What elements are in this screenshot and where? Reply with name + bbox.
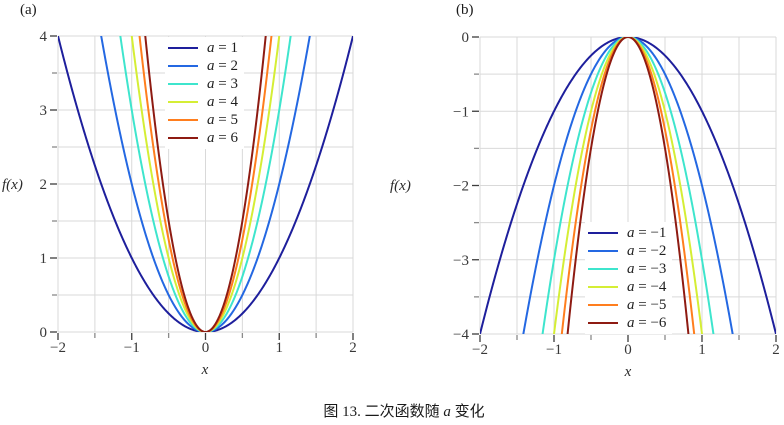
y-tick-label: 4 [40, 29, 48, 45]
legend-item: a = 6 [168, 129, 238, 147]
legend-item: a = −2 [588, 242, 666, 260]
legend-swatch [588, 303, 618, 307]
legend-b: a = −1 a = −2 a = −3 a = −4 a = −5 a = −6 [585, 222, 673, 334]
legend-label: a = −4 [627, 279, 667, 295]
legend-swatch [588, 285, 618, 289]
legend-swatch [168, 64, 198, 68]
caption-text-post: 变化 [450, 404, 485, 420]
legend-label: a = −6 [627, 315, 667, 331]
x-axis-title-a: x [201, 362, 209, 378]
axis-ticks [472, 36, 777, 342]
legend-label: a = 5 [207, 112, 238, 128]
y-tick-label: −1 [453, 104, 469, 120]
x-tick-label: −1 [546, 342, 562, 358]
x-tick-label: −2 [472, 342, 488, 358]
series-group [58, 36, 353, 332]
y-tick-label: −2 [453, 179, 469, 195]
legend-item: a = 2 [168, 57, 238, 75]
legend-item: a = −3 [588, 260, 666, 278]
y-tick-label: 0 [40, 325, 48, 341]
x-tick-label: 1 [698, 342, 706, 358]
series-line-a=−2 [522, 37, 734, 334]
legend-item: a = −1 [588, 224, 666, 242]
x-tick-label: −1 [124, 340, 140, 356]
x-tick-label: 0 [624, 342, 632, 358]
series-group [480, 37, 776, 334]
legend-swatch [588, 321, 618, 325]
legend-swatch [588, 249, 618, 253]
tick-labels: −2 −1 0 1 2 0 −1 −2 −3 −4 [453, 30, 780, 358]
y-tick-label: 3 [40, 103, 48, 119]
x-tick-label: 0 [202, 340, 210, 356]
x-axis-title-b: x [624, 364, 632, 380]
x-tick-label: 2 [772, 342, 780, 358]
legend-swatch [168, 100, 198, 104]
legend-swatch [588, 231, 618, 235]
legend-label: a = 3 [207, 76, 238, 92]
series-line-a=−1 [480, 37, 776, 334]
legend-a: a = 1 a = 2 a = 3 a = 4 a = 5 a = 6 [165, 37, 244, 149]
legend-item: a = 1 [168, 39, 238, 57]
panel-label-a: (a) [20, 2, 37, 18]
caption-text-pre: 图 13. 二次函数随 [323, 404, 444, 420]
legend-item: a = −4 [588, 278, 666, 296]
legend-item: a = −5 [588, 296, 666, 314]
series-line-a=1 [58, 36, 353, 332]
x-tick-label: −2 [50, 340, 66, 356]
x-tick-label: 1 [276, 340, 284, 356]
legend-label: a = −3 [627, 261, 667, 277]
chart-b-plot-area: −2 −1 0 1 2 0 −1 −2 −3 −4 [453, 30, 780, 358]
tick-labels: −2 −1 0 1 2 0 1 2 3 4 [40, 29, 357, 356]
legend-label: a = −2 [627, 243, 667, 259]
legend-swatch [168, 82, 198, 86]
legend-swatch [168, 136, 198, 140]
y-axis-title-a: f(x) [2, 177, 23, 193]
axis-ticks [50, 35, 354, 340]
legend-label: a = 4 [207, 94, 238, 110]
y-tick-label: 1 [40, 251, 48, 267]
legend-item: a = 5 [168, 111, 238, 129]
y-tick-label: −3 [453, 253, 469, 269]
y-tick-label: 0 [462, 30, 470, 46]
figure-caption: 图 13. 二次函数随 a 变化 [0, 400, 784, 421]
legend-swatch [588, 267, 618, 271]
legend-item: a = 4 [168, 93, 238, 111]
y-tick-label: 2 [40, 177, 48, 193]
legend-label: a = 6 [207, 130, 238, 146]
y-axis-title-b: f(x) [390, 178, 411, 194]
y-tick-label: −4 [453, 327, 469, 343]
x-tick-label: 2 [349, 340, 357, 356]
panel-label-b: (b) [456, 2, 474, 18]
legend-label: a = −5 [627, 297, 667, 313]
legend-swatch [168, 46, 198, 50]
series-line-a=2 [100, 36, 311, 332]
caption-variable: a [443, 404, 451, 420]
legend-item: a = 3 [168, 75, 238, 93]
legend-swatch [168, 118, 198, 122]
legend-label: a = −1 [627, 225, 667, 241]
legend-label: a = 1 [207, 40, 238, 56]
legend-item: a = −6 [588, 314, 666, 332]
legend-label: a = 2 [207, 58, 238, 74]
